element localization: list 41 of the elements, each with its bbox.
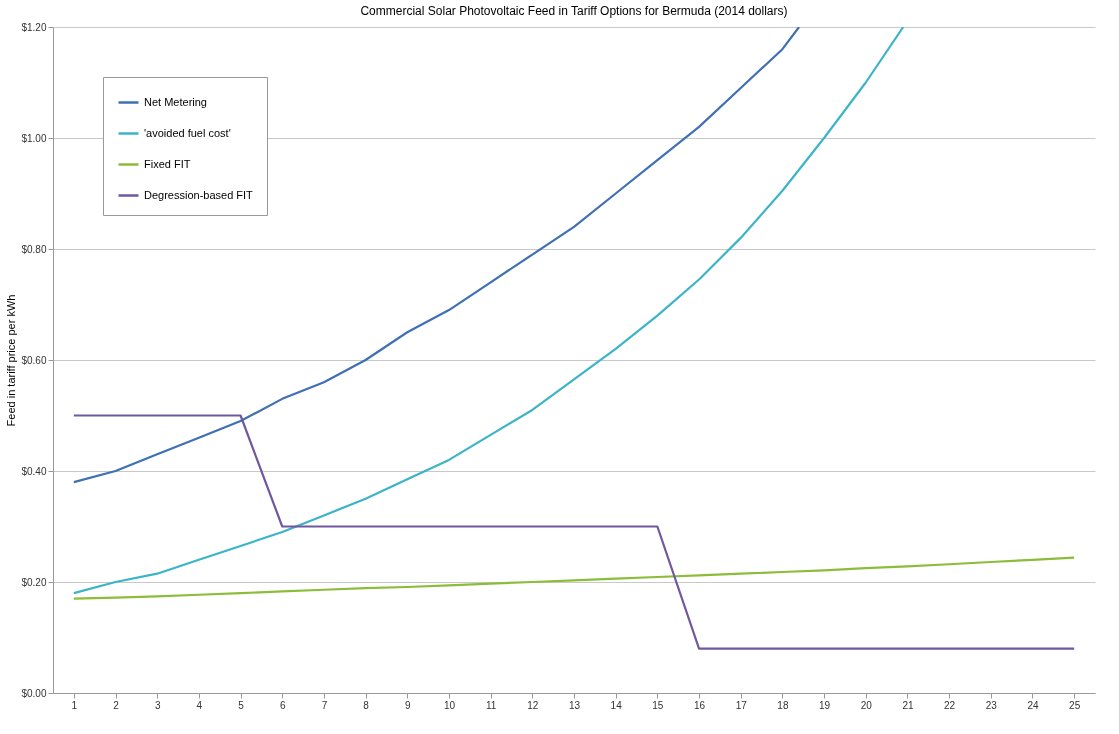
line-series: [72, 27, 801, 484]
legend-label: Fixed FIT: [144, 157, 191, 170]
x-tick-label: 15: [652, 699, 664, 711]
x-tick-label: 4: [196, 699, 203, 711]
x-tick-label: 18: [777, 699, 789, 711]
y-tick-label: $1.20: [21, 21, 47, 33]
x-tick-label: 9: [405, 699, 411, 711]
x-tick-label: 20: [860, 699, 873, 711]
x-tick-label: 7: [321, 699, 328, 711]
x-tick-label: 11: [485, 699, 497, 711]
y-tick-label: $0.40: [21, 465, 47, 477]
legend-label: 'avoided fuel cost': [144, 126, 231, 139]
x-tick-label: 17: [735, 699, 748, 711]
legend-label: Net Metering: [144, 95, 207, 108]
y-tick-label: $0.20: [21, 576, 47, 588]
x-tick-label: 8: [363, 699, 370, 711]
x-tick-label: 13: [568, 699, 581, 711]
y-axis-title: Feed in tariff price per kWh: [5, 294, 18, 427]
line-series: [72, 27, 905, 595]
x-tick-label: 6: [279, 699, 286, 711]
y-tick-label: $0.60: [21, 354, 47, 366]
x-tick-label: 3: [154, 699, 161, 711]
x-tick-label: 1: [71, 699, 78, 711]
x-tick-label: 2: [113, 699, 120, 711]
x-tick-label: 24: [1027, 699, 1039, 711]
x-tick-label: 22: [944, 699, 956, 711]
y-tick-label: $0.80: [21, 243, 47, 255]
legend-label: Degression-based FIT: [144, 188, 254, 201]
y-tick-label: $1.00: [21, 132, 47, 144]
x-tick-label: 23: [985, 699, 998, 711]
x-tick-label: 5: [238, 699, 245, 711]
x-tick-label: 12: [527, 699, 539, 711]
x-tick-label: 25: [1069, 699, 1081, 711]
x-tick-label: 19: [819, 699, 831, 711]
y-tick-label: $0.00: [21, 687, 47, 699]
x-tick-label: 10: [443, 699, 456, 711]
x-tick-label: 14: [610, 699, 623, 711]
x-tick-label: 16: [693, 699, 706, 711]
x-tick-label: 21: [902, 699, 914, 711]
chart-title: Commercial Solar Photovoltaic Feed in Tariff Options for Bermuda (2014 dollars): [360, 4, 788, 18]
line-series: [72, 556, 1076, 600]
